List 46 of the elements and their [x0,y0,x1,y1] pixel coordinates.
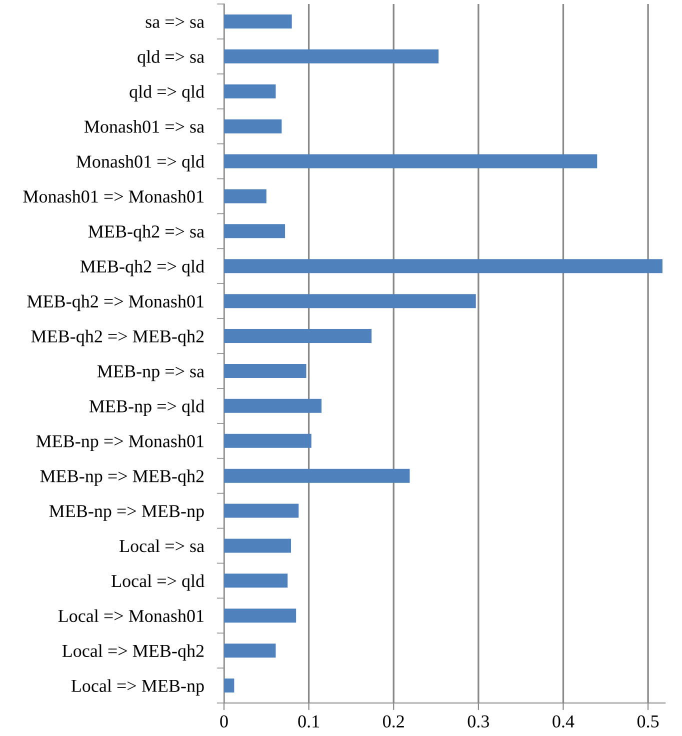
y-tick-label: MEB-np => MEB-qh2 [40,470,204,486]
y-tick-label: MEB-qh2 => MEB-qh2 [31,330,204,346]
y-tick-label: MEB-qh2 => sa [88,224,204,242]
y-tick-label: Monash01 => sa [84,120,204,133]
x-tick-label: 0 [220,715,228,728]
y-tick-label: Local => sa [120,539,204,552]
bar [224,49,439,64]
bar [224,154,598,168]
bar [224,434,312,448]
y-tick-label: MEB-np => Monash01 [36,434,204,451]
y-tick-label: qld => sa [138,50,204,67]
bar [224,189,266,204]
x-tick-label: 0.1 [298,715,320,728]
bar [224,14,292,28]
y-tick-label: MEB-qh2 => Monash01 [27,294,204,312]
y-tick-label: Monash01 => qld [76,155,204,172]
bar [224,329,372,344]
y-tick-label: MEB-qh2 => qld [80,260,204,276]
y-tick-label: MEB-np => MEB-np [49,505,204,521]
y-tick-label: qld => qld [130,85,204,102]
bar [224,608,296,623]
bar [224,504,299,518]
x-tick-label: 0.5 [637,715,659,728]
bar [224,678,234,693]
bar [224,259,662,274]
bar [224,398,322,413]
y-tick-label: sa => sa [146,17,204,28]
y-tick-label: Local => MEB-qh2 [62,644,204,661]
y-tick-label: Local => qld [112,574,204,591]
bar [224,468,410,483]
y-tick-label: Local => MEB-np [71,679,204,696]
y-tick-label: MEB-np => qld [89,400,204,416]
y-tick-label: MEB-np => sa [97,365,204,382]
x-tick-label: 0.3 [468,715,490,728]
x-tick-label: 0.4 [552,715,574,728]
y-tick-label: Monash01 => Monash01 [23,190,204,203]
bar [224,364,306,378]
bar [224,84,276,98]
x-tick-label: 0.2 [383,715,404,728]
bar [224,294,476,308]
bar [224,224,286,238]
y-tick-label: Local => Monash01 [58,609,204,622]
bar [224,119,282,134]
bar [224,538,291,553]
bar [224,574,288,588]
bar [224,644,276,658]
